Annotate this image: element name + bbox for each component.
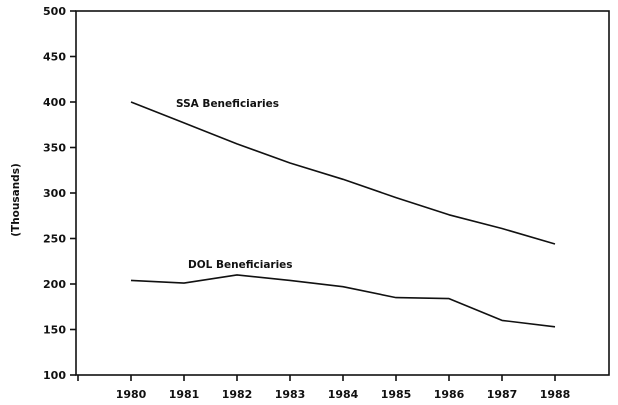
x-tick-label: 1981 [169,388,200,401]
y-tick-label: 450 [43,51,66,64]
axes [75,10,610,376]
y-axis-ticks: 100 150 200 250 300 350 400 450 500 [43,5,76,382]
y-tick-label: 250 [43,233,66,246]
y-tick-label: 150 [43,324,66,337]
x-tick-label: 1986 [434,388,465,401]
dol-series-label: DOL Beneficiaries [188,259,293,271]
y-tick-label: 100 [43,369,66,382]
x-tick-label: 1980 [116,388,147,401]
x-tick-label: 1983 [275,388,306,401]
ssa-series-line [130,101,556,245]
x-tick-label: 1982 [222,388,253,401]
y-axis-title: (Thousands) [10,163,22,237]
y-tick-label: 500 [43,5,66,18]
x-axis-ticks: 1980 1981 1982 1983 1984 1985 1986 1987 1988 [77,375,571,401]
x-tick-label: 1985 [381,388,412,401]
y-tick-label: 350 [43,142,66,155]
y-tick-label: 200 [43,278,66,291]
x-tick-label: 1984 [328,388,359,401]
y-tick-label: 300 [43,187,66,200]
dol-series-line [130,274,556,328]
plot-frame [75,10,610,376]
x-tick-label: 1987 [487,388,518,401]
ssa-series-label: SSA Beneficiaries [176,98,279,110]
y-tick-label: 400 [43,96,66,109]
x-tick-label: 1988 [540,388,571,401]
